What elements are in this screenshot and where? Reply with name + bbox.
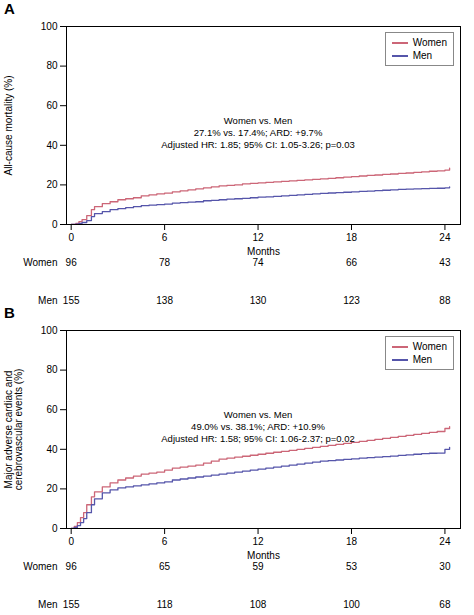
svg-text:80: 80 [46,60,58,71]
svg-text:24: 24 [439,536,451,547]
svg-text:53: 53 [346,562,358,572]
svg-text:30: 30 [439,562,451,572]
svg-text:20: 20 [46,179,58,190]
svg-text:Women vs. Men27.1% vs. 17.4%;: Women vs. Men27.1% vs. 17.4%; ARD: +9.7%… [161,115,355,150]
svg-text:130: 130 [250,295,267,304]
svg-text:100: 100 [343,599,360,608]
svg-text:88: 88 [439,295,451,304]
svg-text:Women vs. Men49.0% vs. 38.1%;: Women vs. Men49.0% vs. 38.1%; ARD: +10.9… [161,409,355,444]
svg-text:74: 74 [252,258,264,268]
svg-text:65: 65 [159,562,171,572]
svg-text:123: 123 [343,295,360,304]
html-text:B: B [4,304,15,321]
svg-text:68: 68 [439,599,451,608]
svg-text:All-cause mortality (%): All-cause mortality (%) [3,75,14,175]
html-text:A: A [4,0,15,17]
svg-text:Major adverse cardiac andcereb: Major adverse cardiac andcerebrovascular… [3,369,24,491]
svg-text:138: 138 [156,295,173,304]
svg-text:118: 118 [157,599,173,608]
html-text:Women: Women [412,37,447,48]
svg-text:Men: Men [38,295,57,304]
svg-text:0: 0 [52,523,58,534]
svg-text:96: 96 [66,258,78,268]
svg-text:100: 100 [41,21,58,32]
svg-text:40: 40 [46,140,58,151]
svg-text:Months: Months [247,550,280,561]
svg-text:108: 108 [250,599,267,608]
svg-text:0: 0 [68,232,74,243]
svg-text:20: 20 [46,483,58,494]
svg-text:Women: Women [23,562,57,572]
svg-text:60: 60 [46,404,58,415]
svg-text:59: 59 [252,562,264,572]
svg-text:78: 78 [159,258,171,268]
svg-text:60: 60 [46,100,58,111]
html-text:Men: Men [412,354,433,365]
svg-text:0: 0 [52,219,58,230]
svg-text:18: 18 [346,536,358,547]
svg-text:40: 40 [46,444,58,455]
svg-text:96: 96 [66,562,78,572]
html-text:Men: Men [412,50,433,61]
svg-text:66: 66 [346,258,358,268]
svg-text:6: 6 [162,232,168,243]
svg-text:6: 6 [162,536,168,547]
svg-text:155: 155 [63,295,80,304]
svg-text:12: 12 [252,536,264,547]
svg-text:Months: Months [247,246,280,257]
svg-text:43: 43 [439,258,451,268]
svg-text:Men: Men [38,599,57,608]
svg-text:18: 18 [346,232,358,243]
svg-text:Women: Women [23,258,57,268]
svg-text:80: 80 [46,364,58,375]
svg-text:12: 12 [252,232,264,243]
svg-text:0: 0 [68,536,74,547]
svg-text:24: 24 [439,232,451,243]
html-text:Women: Women [412,341,447,352]
svg-text:100: 100 [41,325,58,336]
svg-text:155: 155 [63,599,80,608]
